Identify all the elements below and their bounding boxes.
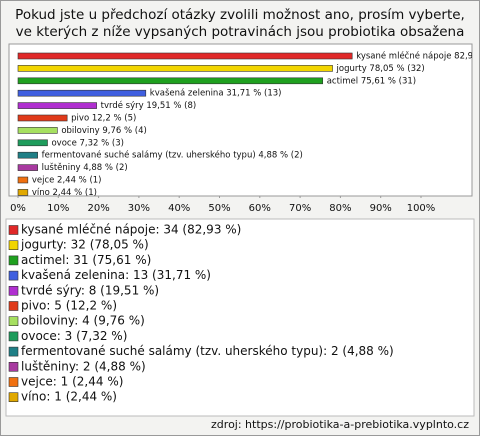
bar: [17, 114, 68, 122]
legend-swatch: [8, 377, 19, 387]
data-label: pivo 12,2 % (5): [71, 114, 136, 124]
chart-title: Pokud jste u předchozí otázky zvolili mo…: [15, 7, 465, 40]
data-label: tvrdé sýry 19,51 % (8): [101, 100, 197, 111]
legend-label: tvrdé sýry: 8 (19,51 %): [21, 283, 159, 297]
x-tick-label: 10%: [47, 203, 69, 214]
data-label: vejce 2,44 % (1): [32, 176, 102, 186]
legend-label: pivo: 5 (12,2 %): [21, 299, 117, 313]
x-tick-label: 60%: [249, 203, 271, 214]
x-tick-label: 20%: [87, 203, 109, 214]
legend-swatch: [8, 392, 19, 403]
bar: [17, 139, 48, 147]
bar: [17, 151, 38, 159]
legend-label: ovoce: 3 (7,32 %): [21, 329, 127, 343]
x-tick-label: 30%: [128, 203, 150, 214]
legend-label: actimel: 31 (75,61 %): [21, 253, 151, 267]
bar: [17, 65, 333, 72]
data-label: víno 2,44 % (1): [32, 188, 97, 198]
x-tick-label: 90%: [370, 203, 392, 214]
bar: [17, 77, 324, 85]
legend-label: jogurty: 32 (78,05 %): [20, 238, 149, 252]
legend: kysané mléčné nápoje: 34 (82,93 %)jogurt…: [8, 223, 394, 404]
bar: [17, 102, 97, 109]
bar: [17, 164, 38, 171]
data-label: actimel 75,61 % (31): [327, 76, 416, 86]
legend-label: vejce: 1 (2,44 %): [21, 375, 123, 389]
legend-label: víno: 1 (2,44 %): [21, 390, 117, 404]
x-tick-label: 100%: [407, 203, 436, 214]
bar: [17, 189, 29, 196]
legend-label: obiloviny: 4 (9,76 %): [21, 314, 145, 328]
data-label: fermentované suché salámy (tzv. uherskéh…: [42, 150, 303, 161]
legend-swatch: [8, 346, 19, 357]
bar: [17, 52, 353, 60]
x-tick-label: 40%: [168, 203, 190, 214]
bar: [17, 89, 147, 97]
legend-box: [5, 218, 475, 417]
x-tick-label: 70%: [289, 203, 311, 214]
data-label: kysané mléčné nápoje 82,93 % (34): [356, 51, 479, 62]
data-label: ovoce 7,32 % (3): [51, 138, 123, 148]
legend-swatch: [8, 285, 19, 296]
legend-swatch: [8, 331, 19, 342]
bar: [17, 176, 29, 184]
x-tick-label: 50%: [208, 203, 230, 214]
bar: [17, 127, 58, 134]
legend-label: kvašená zelenina: 13 (31,71 %): [21, 268, 211, 282]
legend-label: kysané mléčné nápoje: 34 (82,93 %): [21, 223, 241, 237]
legend-swatch: [8, 316, 19, 327]
data-label: obiloviny 9,76 % (4): [61, 126, 146, 136]
legend-swatch: [8, 301, 19, 311]
legend-swatch: [8, 270, 19, 281]
source: zdroj: https://probiotika-a-prebiotika.v…: [211, 418, 469, 431]
legend-swatch: [8, 255, 19, 266]
x-tick-label: 80%: [329, 203, 351, 214]
legend-swatch: [8, 225, 19, 235]
plot: kysané mléčné nápoje 82,93 % (34) jogurty…: [17, 51, 479, 198]
data-label: kvašená zelenina 31,71 % (13): [150, 88, 282, 99]
legend-swatch: [8, 361, 19, 372]
data-label: luštěniny 4,88 % (2): [42, 162, 128, 173]
data-label: jogurty 78,05 % (32): [336, 64, 425, 74]
legend-swatch: [8, 240, 19, 250]
legend-label: fermentované suché salámy (tzv. uherskéh…: [21, 344, 394, 358]
legend-label: luštěniny: 2 (4,88 %): [21, 359, 146, 373]
x-tick-label: 0%: [10, 203, 26, 214]
